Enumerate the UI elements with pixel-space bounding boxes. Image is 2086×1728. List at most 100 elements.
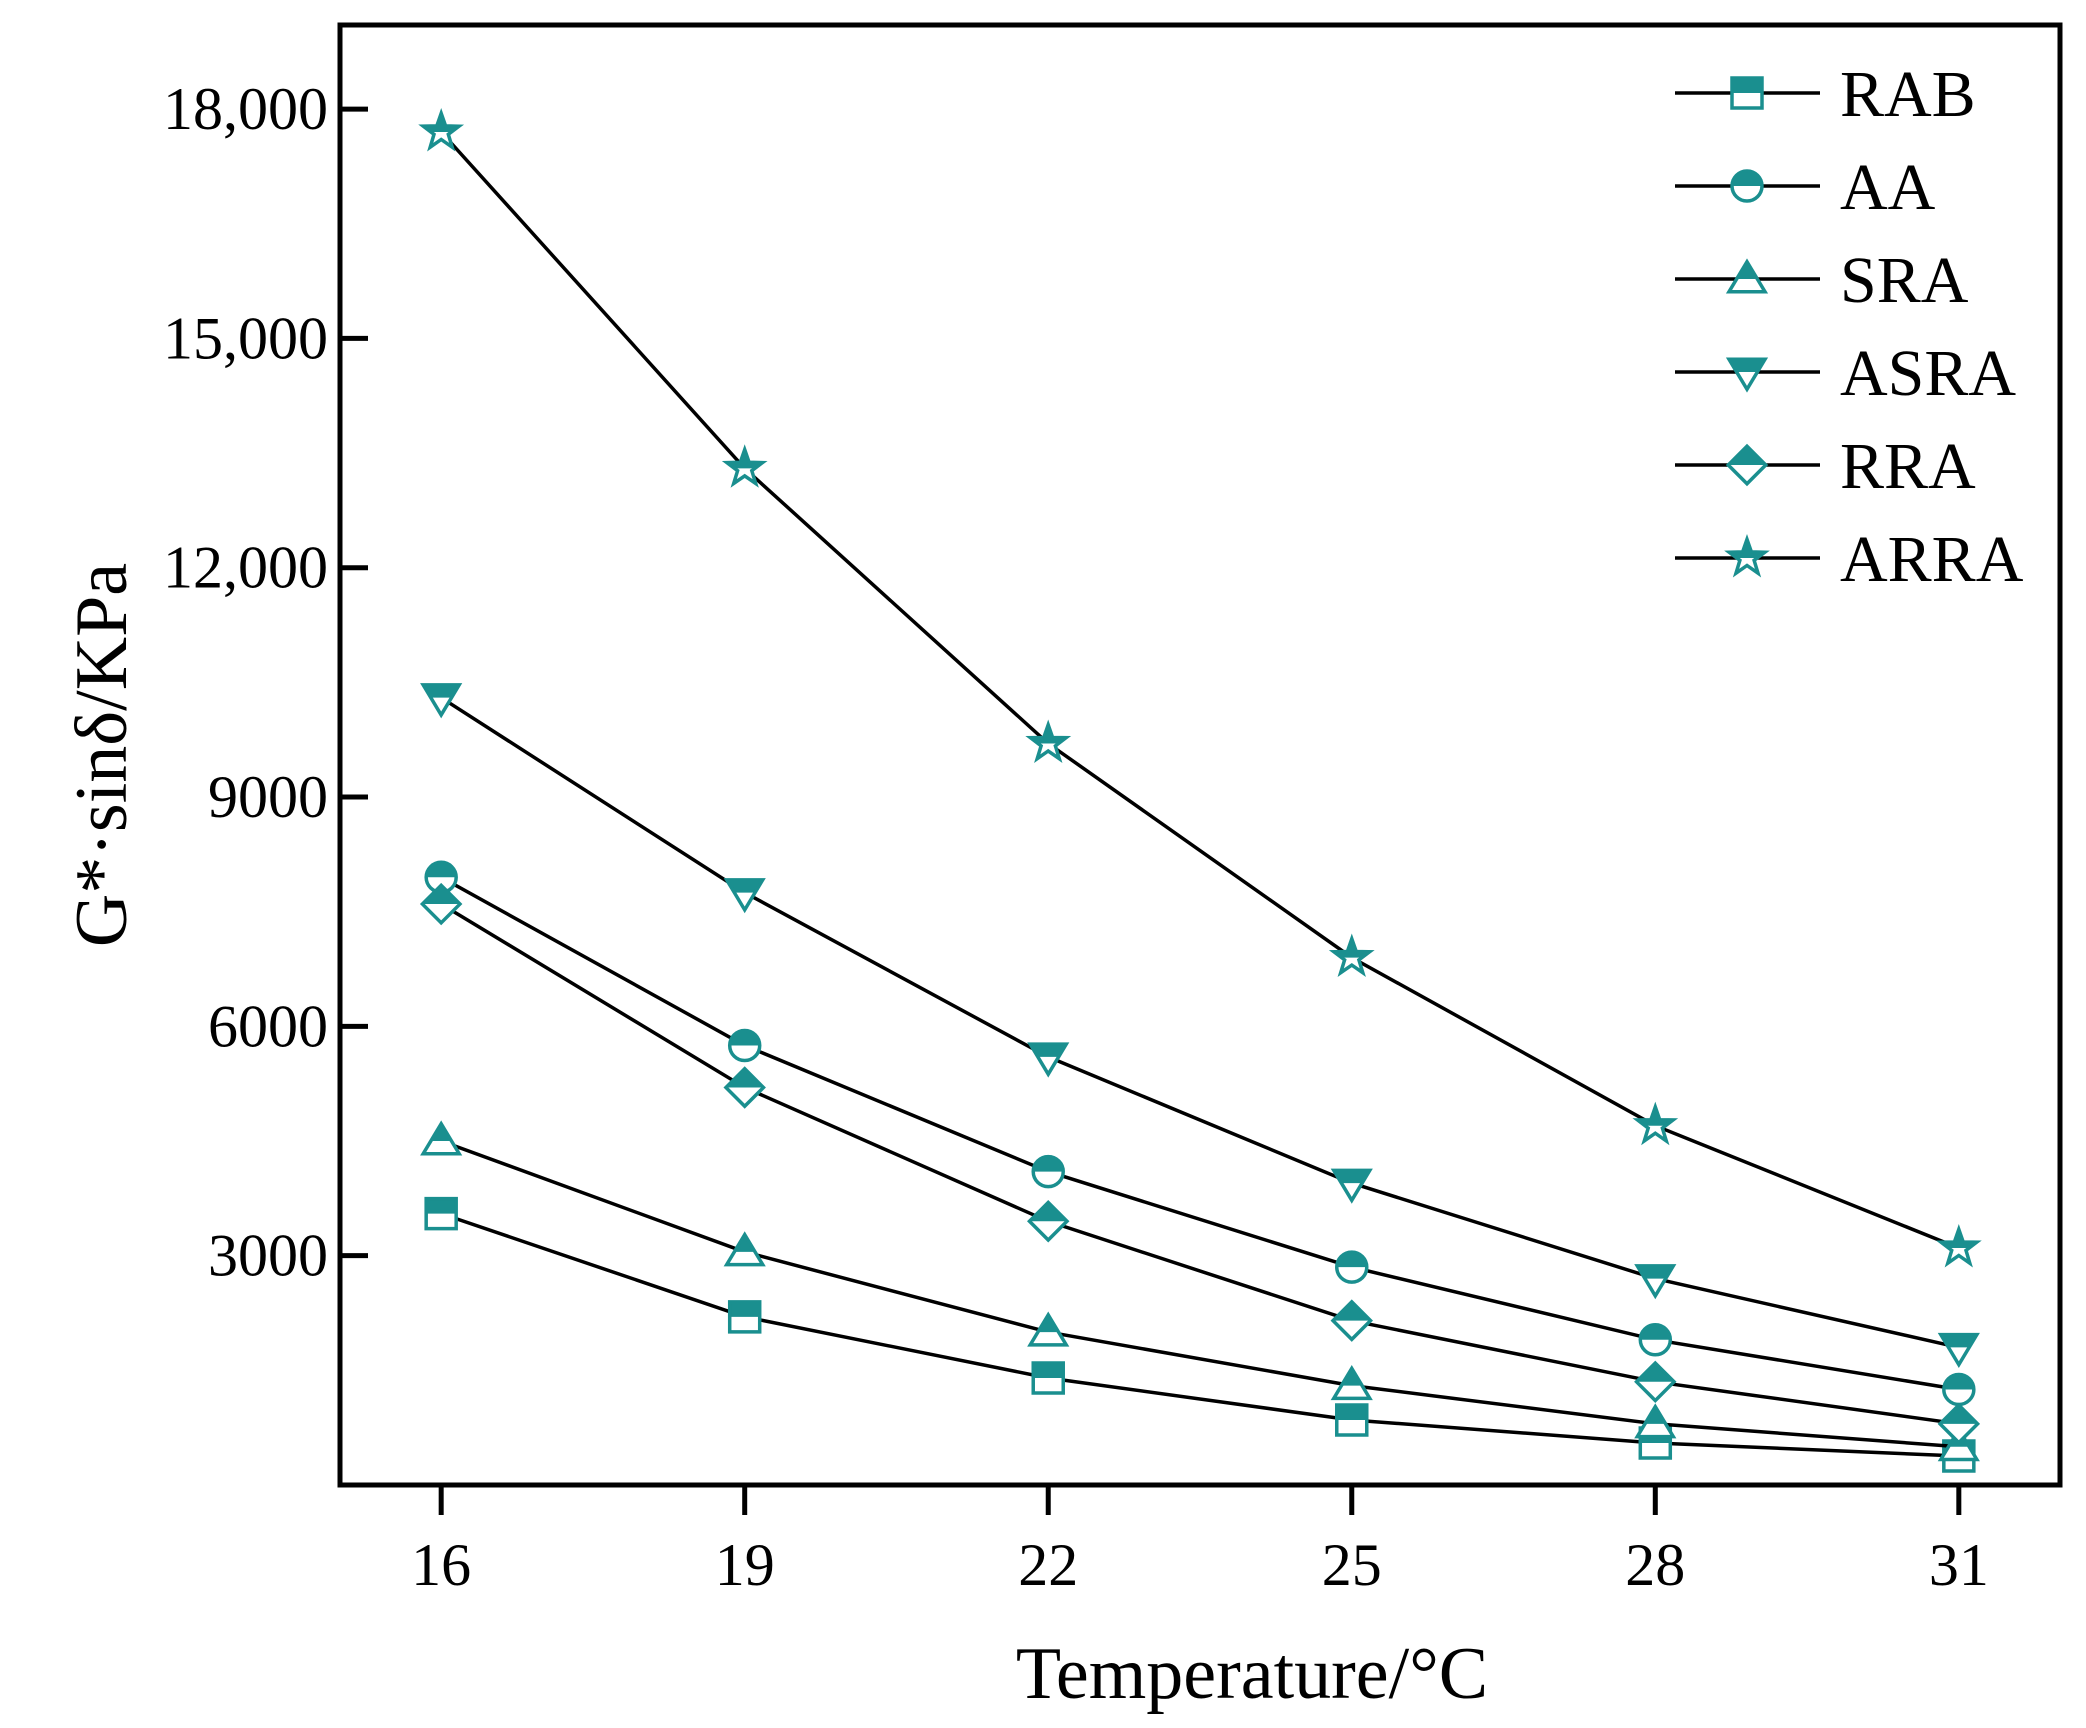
marker-outline	[727, 1300, 762, 1334]
marker-outline	[1937, 1402, 1981, 1446]
marker-outline	[1937, 1332, 1980, 1369]
marker-outline	[1634, 1360, 1677, 1404]
data-point	[1330, 1364, 1373, 1401]
x-axis: 16 19 22 25 28 31	[411, 1485, 1989, 1598]
marker-outline	[1730, 76, 1764, 110]
marker-fill	[1336, 1252, 1367, 1268]
marker-outline	[1634, 1403, 1677, 1439]
data-point	[1328, 933, 1375, 977]
marker-fill	[426, 862, 457, 878]
marker-outline	[1027, 1311, 1070, 1347]
series-aa	[424, 860, 1976, 1407]
marker-outline	[1724, 533, 1770, 578]
marker-fill	[1729, 539, 1765, 558]
series-line	[440, 902, 1960, 1426]
marker-fill	[1640, 1324, 1671, 1340]
y-tick-label: 12,000	[163, 535, 328, 601]
marker-outline	[1335, 1403, 1369, 1437]
marker-outline	[727, 1028, 762, 1063]
marker-fill	[1940, 1334, 1977, 1348]
marker-outline	[723, 878, 766, 914]
marker-outline	[1027, 1042, 1070, 1078]
marker-fill	[423, 684, 460, 698]
y-tick-label: 18,000	[163, 76, 328, 142]
series-line	[440, 875, 1960, 1392]
marker-outline	[1725, 357, 1769, 393]
data-point	[1335, 1250, 1369, 1284]
marker-outline	[1031, 1361, 1065, 1395]
marker-fill	[726, 879, 763, 893]
marker-fill	[1943, 1374, 1974, 1390]
plot-frame	[337, 22, 2063, 1488]
data-point	[1724, 533, 1770, 578]
marker-fill	[1033, 1156, 1064, 1172]
series-arra	[418, 107, 1982, 1268]
marker-fill	[1030, 1314, 1067, 1333]
marker-outline	[418, 107, 465, 152]
marker-fill	[1333, 938, 1370, 958]
x-tick-label: 31	[1929, 1532, 1989, 1598]
data-point	[1031, 1154, 1065, 1189]
data-point	[1935, 1223, 1982, 1268]
marker-fill	[1637, 1107, 1674, 1126]
marker-fill	[1333, 1170, 1370, 1184]
marker-outline	[1730, 169, 1764, 203]
marker-fill	[1333, 1368, 1370, 1386]
y-tick-label: 3000	[208, 1223, 328, 1289]
data-point	[1330, 1299, 1373, 1342]
data-point	[1725, 443, 1769, 487]
marker-fill	[426, 1198, 457, 1214]
data-point	[1634, 1264, 1677, 1300]
marker-fill	[423, 1123, 460, 1142]
data-point	[1937, 1402, 1981, 1446]
data-point	[723, 1231, 766, 1267]
series-asra	[420, 683, 1980, 1369]
y-axis: 3000 6000 9000 12,000 15,000 18,000	[163, 76, 368, 1289]
marker-outline	[723, 1066, 766, 1109]
marker-outline	[1638, 1323, 1673, 1357]
marker-fill	[729, 1301, 760, 1317]
legend-label: AA	[1840, 151, 1936, 224]
data-point	[1725, 258, 1769, 294]
data-point	[727, 1028, 762, 1063]
marker-outline	[1725, 443, 1769, 487]
marker-outline	[424, 860, 458, 894]
marker-fill	[1336, 1405, 1367, 1421]
data-point	[424, 1196, 458, 1231]
data-point	[1730, 169, 1764, 203]
marker-fill	[1033, 1362, 1064, 1378]
y-tick-label: 9000	[208, 764, 328, 830]
marker-outline	[1725, 258, 1769, 294]
data-point	[723, 878, 766, 914]
data-point	[1634, 1403, 1677, 1439]
x-axis-title: Temperature/°C	[1016, 1633, 1488, 1715]
data-point	[419, 882, 463, 926]
data-point	[1330, 1168, 1373, 1204]
data-point	[424, 860, 458, 894]
marker-fill	[725, 1068, 764, 1088]
data-point	[1942, 1372, 1976, 1407]
series-sra	[420, 1120, 1980, 1462]
series-line	[439, 130, 1960, 1250]
marker-fill	[423, 113, 459, 133]
data-point	[721, 444, 768, 488]
marker-fill	[1030, 1044, 1067, 1057]
y-tick-label: 6000	[208, 993, 328, 1059]
marker-fill	[1729, 359, 1765, 372]
marker-outline	[420, 1120, 463, 1156]
marker-fill	[1030, 724, 1067, 744]
data-point	[1725, 357, 1769, 393]
marker-outline	[419, 882, 463, 926]
marker-outline	[1027, 1200, 1070, 1243]
marker-fill	[726, 1234, 763, 1252]
legend-label: ASRA	[1840, 337, 2016, 410]
legend-item: RRA	[1675, 430, 1976, 503]
data-point	[1027, 1311, 1070, 1347]
marker-outline	[1935, 1223, 1982, 1268]
legend-item: ASRA	[1675, 337, 2016, 410]
legend-item: AA	[1675, 151, 1936, 224]
data-point	[1634, 1360, 1677, 1404]
data-point	[1027, 1042, 1070, 1078]
legend-item: RAB	[1675, 58, 1976, 131]
